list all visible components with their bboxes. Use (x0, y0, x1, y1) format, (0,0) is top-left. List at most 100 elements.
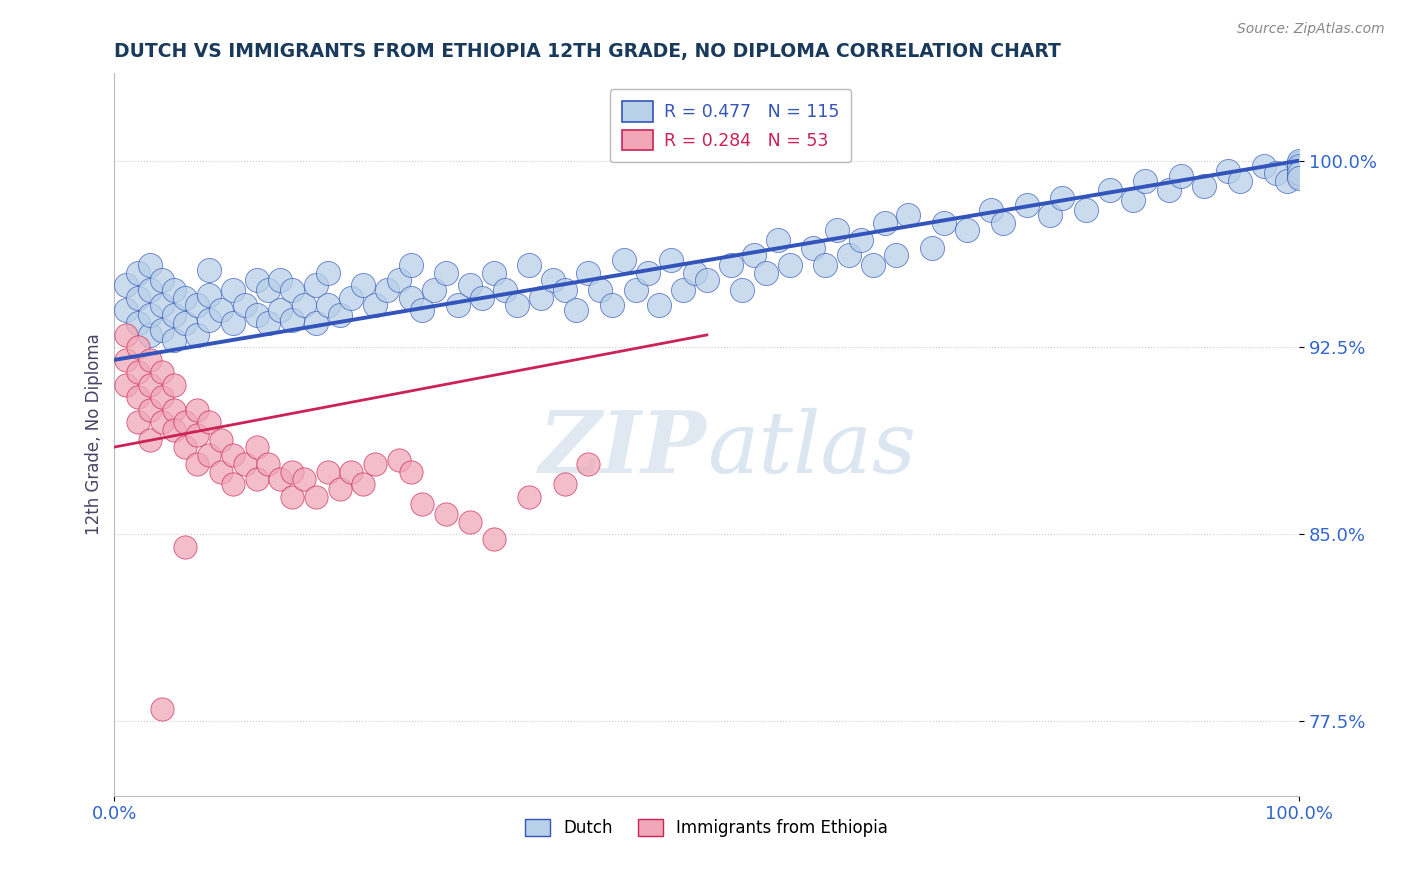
Point (825, 223, 848, 237)
Point (494, 283, 516, 297)
Point (245, 440, 267, 454)
Point (257, 283, 280, 297)
Point (613, 253, 636, 268)
Point (980, 203, 1002, 218)
Point (174, 316, 197, 330)
Point (364, 458, 387, 472)
Point (115, 377, 138, 392)
Point (755, 266, 778, 280)
Point (150, 365, 173, 379)
Point (305, 278, 328, 293)
Point (1253, 159, 1275, 173)
Point (530, 291, 553, 305)
Point (1288, 156, 1310, 170)
Point (411, 497, 433, 511)
Point (115, 278, 138, 293)
Point (731, 283, 754, 297)
Point (565, 303, 588, 318)
Point (352, 477, 374, 491)
Point (1074, 203, 1097, 218)
Point (991, 216, 1014, 230)
Point (328, 308, 350, 322)
Point (150, 298, 173, 312)
Legend: R = 0.477   N = 115, R = 0.284   N = 53: R = 0.477 N = 115, R = 0.284 N = 53 (610, 89, 851, 162)
Point (399, 465, 422, 479)
Point (233, 298, 256, 312)
Text: DUTCH VS IMMIGRANTS FROM ETHIOPIA 12TH GRADE, NO DIPLOMA CORRELATION CHART: DUTCH VS IMMIGRANTS FROM ETHIOPIA 12TH G… (114, 42, 1062, 61)
Point (115, 352, 138, 367)
Point (163, 377, 186, 392)
Point (1194, 178, 1216, 193)
Point (1216, 163, 1239, 178)
Point (886, 248, 908, 262)
Point (186, 458, 208, 472)
Point (434, 266, 457, 280)
Point (388, 452, 411, 467)
Point (340, 291, 363, 305)
Point (554, 477, 576, 491)
Point (245, 273, 267, 287)
Point (423, 283, 446, 297)
Point (209, 465, 232, 479)
Point (209, 433, 232, 447)
Point (198, 415, 221, 429)
Point (150, 415, 173, 429)
Point (1015, 198, 1038, 212)
Point (139, 258, 162, 272)
Point (305, 316, 328, 330)
Point (139, 402, 162, 417)
Point (1288, 161, 1310, 175)
Point (127, 340, 149, 354)
Point (897, 208, 920, 222)
Point (269, 472, 291, 486)
Point (517, 258, 540, 272)
Point (458, 278, 481, 293)
Point (932, 216, 955, 230)
Point (139, 308, 162, 322)
Point (174, 440, 197, 454)
Point (482, 266, 505, 280)
Point (281, 465, 304, 479)
Point (388, 273, 411, 287)
Point (163, 283, 186, 297)
Point (672, 283, 695, 297)
Point (127, 390, 149, 404)
Point (292, 472, 315, 486)
Point (150, 701, 173, 715)
Point (150, 323, 173, 337)
Point (174, 291, 197, 305)
Point (340, 465, 363, 479)
Point (163, 333, 186, 347)
Point (1122, 194, 1144, 208)
Point (281, 283, 304, 297)
Point (1052, 191, 1074, 205)
Point (222, 477, 245, 491)
Point (245, 472, 267, 486)
Point (150, 273, 173, 287)
Point (1277, 173, 1299, 187)
Point (257, 458, 280, 472)
Point (139, 377, 162, 392)
Point (517, 490, 540, 504)
Point (186, 328, 208, 343)
Point (803, 241, 825, 255)
Text: ZIP: ZIP (538, 408, 707, 491)
Point (198, 313, 221, 327)
Point (186, 402, 208, 417)
Point (186, 427, 208, 442)
Point (600, 298, 623, 312)
Point (1039, 208, 1062, 222)
Point (150, 390, 173, 404)
Point (316, 465, 339, 479)
Point (127, 266, 149, 280)
Point (269, 273, 291, 287)
Point (163, 308, 186, 322)
Point (316, 298, 339, 312)
Point (1264, 166, 1286, 180)
Point (1157, 184, 1180, 198)
Point (720, 258, 742, 272)
Point (1135, 173, 1157, 187)
Point (482, 532, 505, 546)
Point (233, 458, 256, 472)
Point (316, 266, 339, 280)
